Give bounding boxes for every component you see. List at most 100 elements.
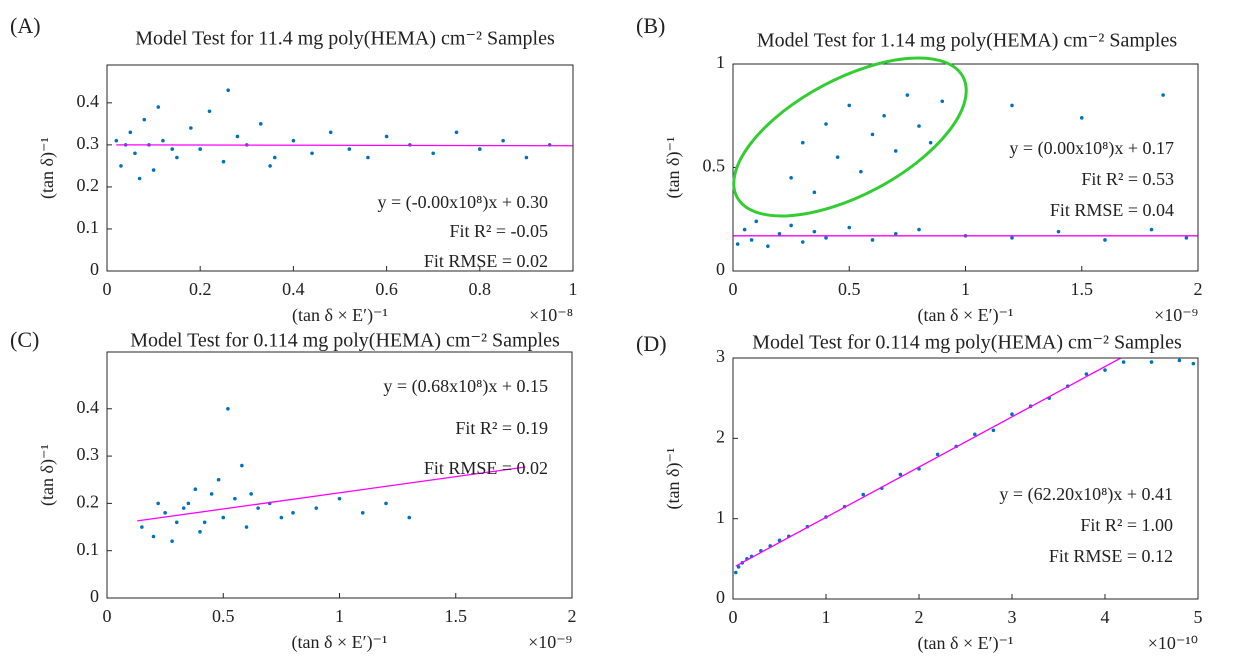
y-tick-label: 3 [716, 346, 725, 366]
x-tick-label: 2 [568, 606, 577, 626]
data-point [170, 147, 175, 151]
data-point [991, 428, 996, 433]
data-point [870, 238, 875, 242]
data-point [905, 93, 910, 97]
y-axis-label: (tan δ)⁻¹ [663, 448, 684, 510]
data-point [431, 151, 436, 156]
y-tick-label: 0.3 [77, 444, 100, 464]
data-point [789, 223, 793, 228]
data-point [221, 515, 226, 520]
data-point [198, 529, 202, 534]
data-point [742, 227, 747, 232]
data-point [928, 140, 933, 145]
y-axis-label: (tan δ)⁻¹ [663, 137, 684, 199]
data-point [870, 132, 875, 137]
chart-title: Model Test for 0.114 mg poly(HEMA) cm⁻² … [752, 332, 1182, 354]
fit-annotation: Fit R² = 0.53 [1081, 169, 1174, 189]
x-tick-label: 2 [1194, 279, 1203, 299]
x-exponent: ×10⁻⁹ [528, 632, 572, 652]
x-tick-label: 0.5 [838, 279, 861, 299]
data-point [1010, 236, 1014, 240]
x-tick-label: 1.5 [1071, 279, 1094, 299]
y-tick-label: 0 [716, 587, 725, 607]
fit-annotation: Fit R² = -0.05 [449, 221, 548, 241]
data-point [156, 501, 160, 506]
data-point [882, 113, 886, 118]
data-point [847, 225, 852, 230]
data-point [384, 134, 389, 139]
data-point [249, 492, 253, 496]
data-point [268, 164, 272, 168]
y-tick-label: 1 [716, 52, 725, 72]
data-point [893, 231, 898, 236]
data-point [1103, 238, 1107, 242]
data-point [789, 176, 793, 180]
data-point [233, 496, 237, 501]
data-point [1177, 358, 1182, 363]
data-point [835, 155, 840, 159]
data-point [824, 236, 828, 240]
y-tick-label: 0.5 [703, 156, 726, 176]
data-point [917, 227, 921, 232]
data-point [291, 138, 296, 143]
y-tick-label: 0 [90, 259, 99, 279]
data-point [407, 515, 412, 520]
data-point [137, 176, 142, 181]
axes-box [106, 64, 574, 272]
chart-title: Model Test for 11.4 mg poly(HEMA) cm⁻² S… [135, 28, 555, 50]
data-point [347, 147, 352, 151]
data-point [156, 105, 161, 109]
data-point [174, 520, 179, 525]
x-axis-label: (tan δ × E′)⁻¹ [292, 632, 388, 653]
fit-annotation: y = (62.20x10⁸)x + 0.41 [999, 484, 1173, 505]
x-tick-label: 1.5 [445, 606, 468, 626]
data-point [142, 117, 147, 122]
x-tick-label: 0 [103, 279, 112, 299]
x-exponent: ×10⁻⁹ [1154, 305, 1198, 325]
data-point [256, 506, 260, 510]
y-tick-label: 0.4 [77, 397, 100, 417]
data-point [812, 190, 817, 195]
x-axis-label: (tan δ × E′)⁻¹ [918, 305, 1014, 326]
data-point [1084, 372, 1089, 376]
data-point [935, 452, 940, 457]
x-tick-label: 0.4 [282, 279, 305, 299]
fit-line [137, 466, 526, 522]
y-axis-label: (tan δ)⁻¹ [37, 444, 58, 506]
y-tick-label: 0 [716, 259, 725, 279]
plot-area [733, 358, 1196, 575]
x-tick-label: 0 [729, 607, 738, 627]
data-point [524, 155, 529, 160]
x-tick-label: 1 [822, 607, 831, 627]
data-point [940, 99, 945, 104]
y-tick-label: 0.3 [77, 133, 100, 153]
data-point [1056, 229, 1061, 234]
data-point [216, 477, 221, 482]
data-point [202, 520, 207, 525]
data-point [235, 134, 240, 139]
x-axis-label: (tan δ × E′)⁻¹ [918, 633, 1014, 654]
data-point [198, 147, 202, 151]
data-point [800, 140, 805, 145]
data-point [898, 472, 903, 477]
y-axis-label: (tan δ)⁻¹ [37, 137, 58, 199]
fit-annotation: y = (-0.00x10⁸)x + 0.30 [377, 192, 548, 213]
data-point [314, 506, 319, 510]
plot-area [733, 93, 1198, 248]
x-exponent: ×10⁻⁸ [529, 305, 573, 325]
data-point [240, 463, 244, 468]
data-point [735, 242, 740, 246]
data-point [366, 155, 370, 160]
chart-title: Model Test for 0.114 mg poly(HEMA) cm⁻² … [130, 330, 560, 352]
data-point [328, 130, 333, 135]
y-tick-label: 0.2 [77, 492, 100, 512]
data-point [291, 511, 295, 515]
data-point [749, 238, 754, 242]
data-point [1149, 227, 1154, 232]
data-point [140, 525, 144, 529]
panel-label: (A) [10, 13, 41, 38]
chart-title: Model Test for 1.14 mg poly(HEMA) cm⁻² S… [757, 30, 1178, 52]
fit-annotation: Fit RMSE = 0.12 [1049, 546, 1173, 566]
x-axis-label: (tan δ × E′)⁻¹ [292, 305, 388, 326]
plot-area [137, 406, 526, 544]
